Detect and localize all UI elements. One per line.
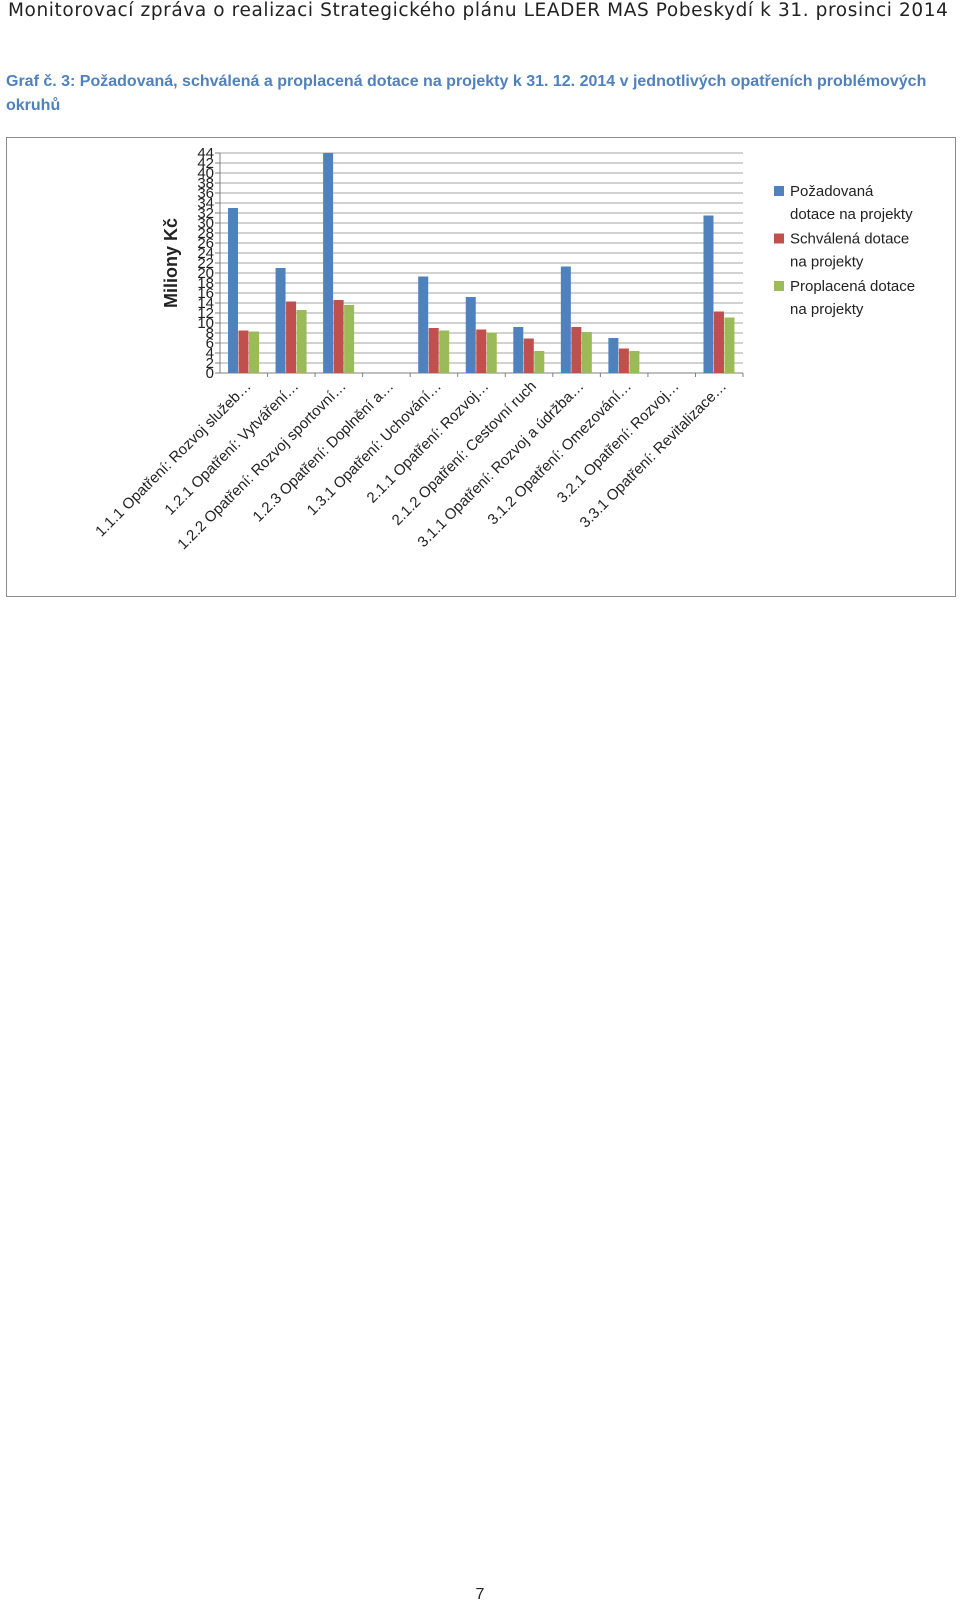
y-tick-label: 28 [197,225,214,242]
page-number: 7 [475,1586,485,1603]
y-tick-label: 2 [206,355,214,372]
bar [703,215,714,373]
y-tick-label: 36 [197,185,214,202]
y-tick-label: 8 [206,325,214,342]
x-category-label: 1.2.2 Opatření: Rozvoj sportovní… [174,378,349,553]
y-tick-label: 24 [197,245,214,262]
y-tick-label: 10 [197,315,214,332]
y-tick-label: 16 [197,285,214,302]
legend-swatch [774,281,784,291]
bar [439,330,450,373]
bar [418,276,429,373]
bar [523,338,534,373]
bar [534,351,545,373]
bar [629,351,640,373]
y-tick-label: 0 [206,365,214,382]
running-header: Monitorovací zpráva o realizaci Strategi… [8,0,949,21]
legend-swatch [774,233,784,244]
bar [486,332,497,373]
legend-entry: Schválená dotace na projekty [790,231,909,271]
bar [333,300,344,373]
legend-entry: Proplacená dotace na projekty [790,278,915,318]
y-tick-label: 18 [197,275,214,292]
chart-frame: 0 2 4 6 8 10 12 14 16 18 20 22 24 26 28 30 32 34 36 38 40 42 4… [6,137,956,597]
bar [249,331,260,373]
y-axis-title: Miliony Kč [161,218,181,308]
bar [560,266,571,373]
bar [513,327,524,373]
bar [618,348,629,373]
y-tick-label: 6 [206,335,214,352]
bar [724,317,735,373]
y-tick-label: 26 [197,235,214,252]
bar [465,297,476,373]
legend-swatch [774,186,784,196]
bar [296,310,307,373]
bar [713,311,724,373]
bar [608,338,619,373]
y-tick-label: 44 [197,145,214,162]
y-tick-label: 14 [197,295,214,312]
y-tick-label: 22 [197,255,214,272]
bar [571,327,582,373]
y-tick-label: 12 [197,305,214,322]
bar [275,268,286,373]
bar [581,332,592,373]
bar [476,329,487,373]
bar [323,153,334,373]
bar [286,301,297,373]
y-tick-label: 20 [197,265,214,282]
bar [228,208,239,373]
bar [344,305,355,373]
bar [428,328,439,373]
y-tick-label: 40 [197,165,214,182]
y-tick-label: 30 [197,215,214,232]
y-tick-label: 42 [197,155,214,172]
chart-caption: Graf č. 3: Požadovaná, schválená a propl… [6,73,927,114]
y-tick-label: 32 [197,205,214,222]
chart: 0246810121416182022242628303234363840424… [92,145,915,553]
y-tick-label: 38 [197,175,214,192]
legend-entry: Požadovaná dotace na projekty [790,183,913,223]
y-tick-label: 4 [206,345,214,362]
y-tick-label: 34 [197,195,214,212]
bar [238,330,249,373]
